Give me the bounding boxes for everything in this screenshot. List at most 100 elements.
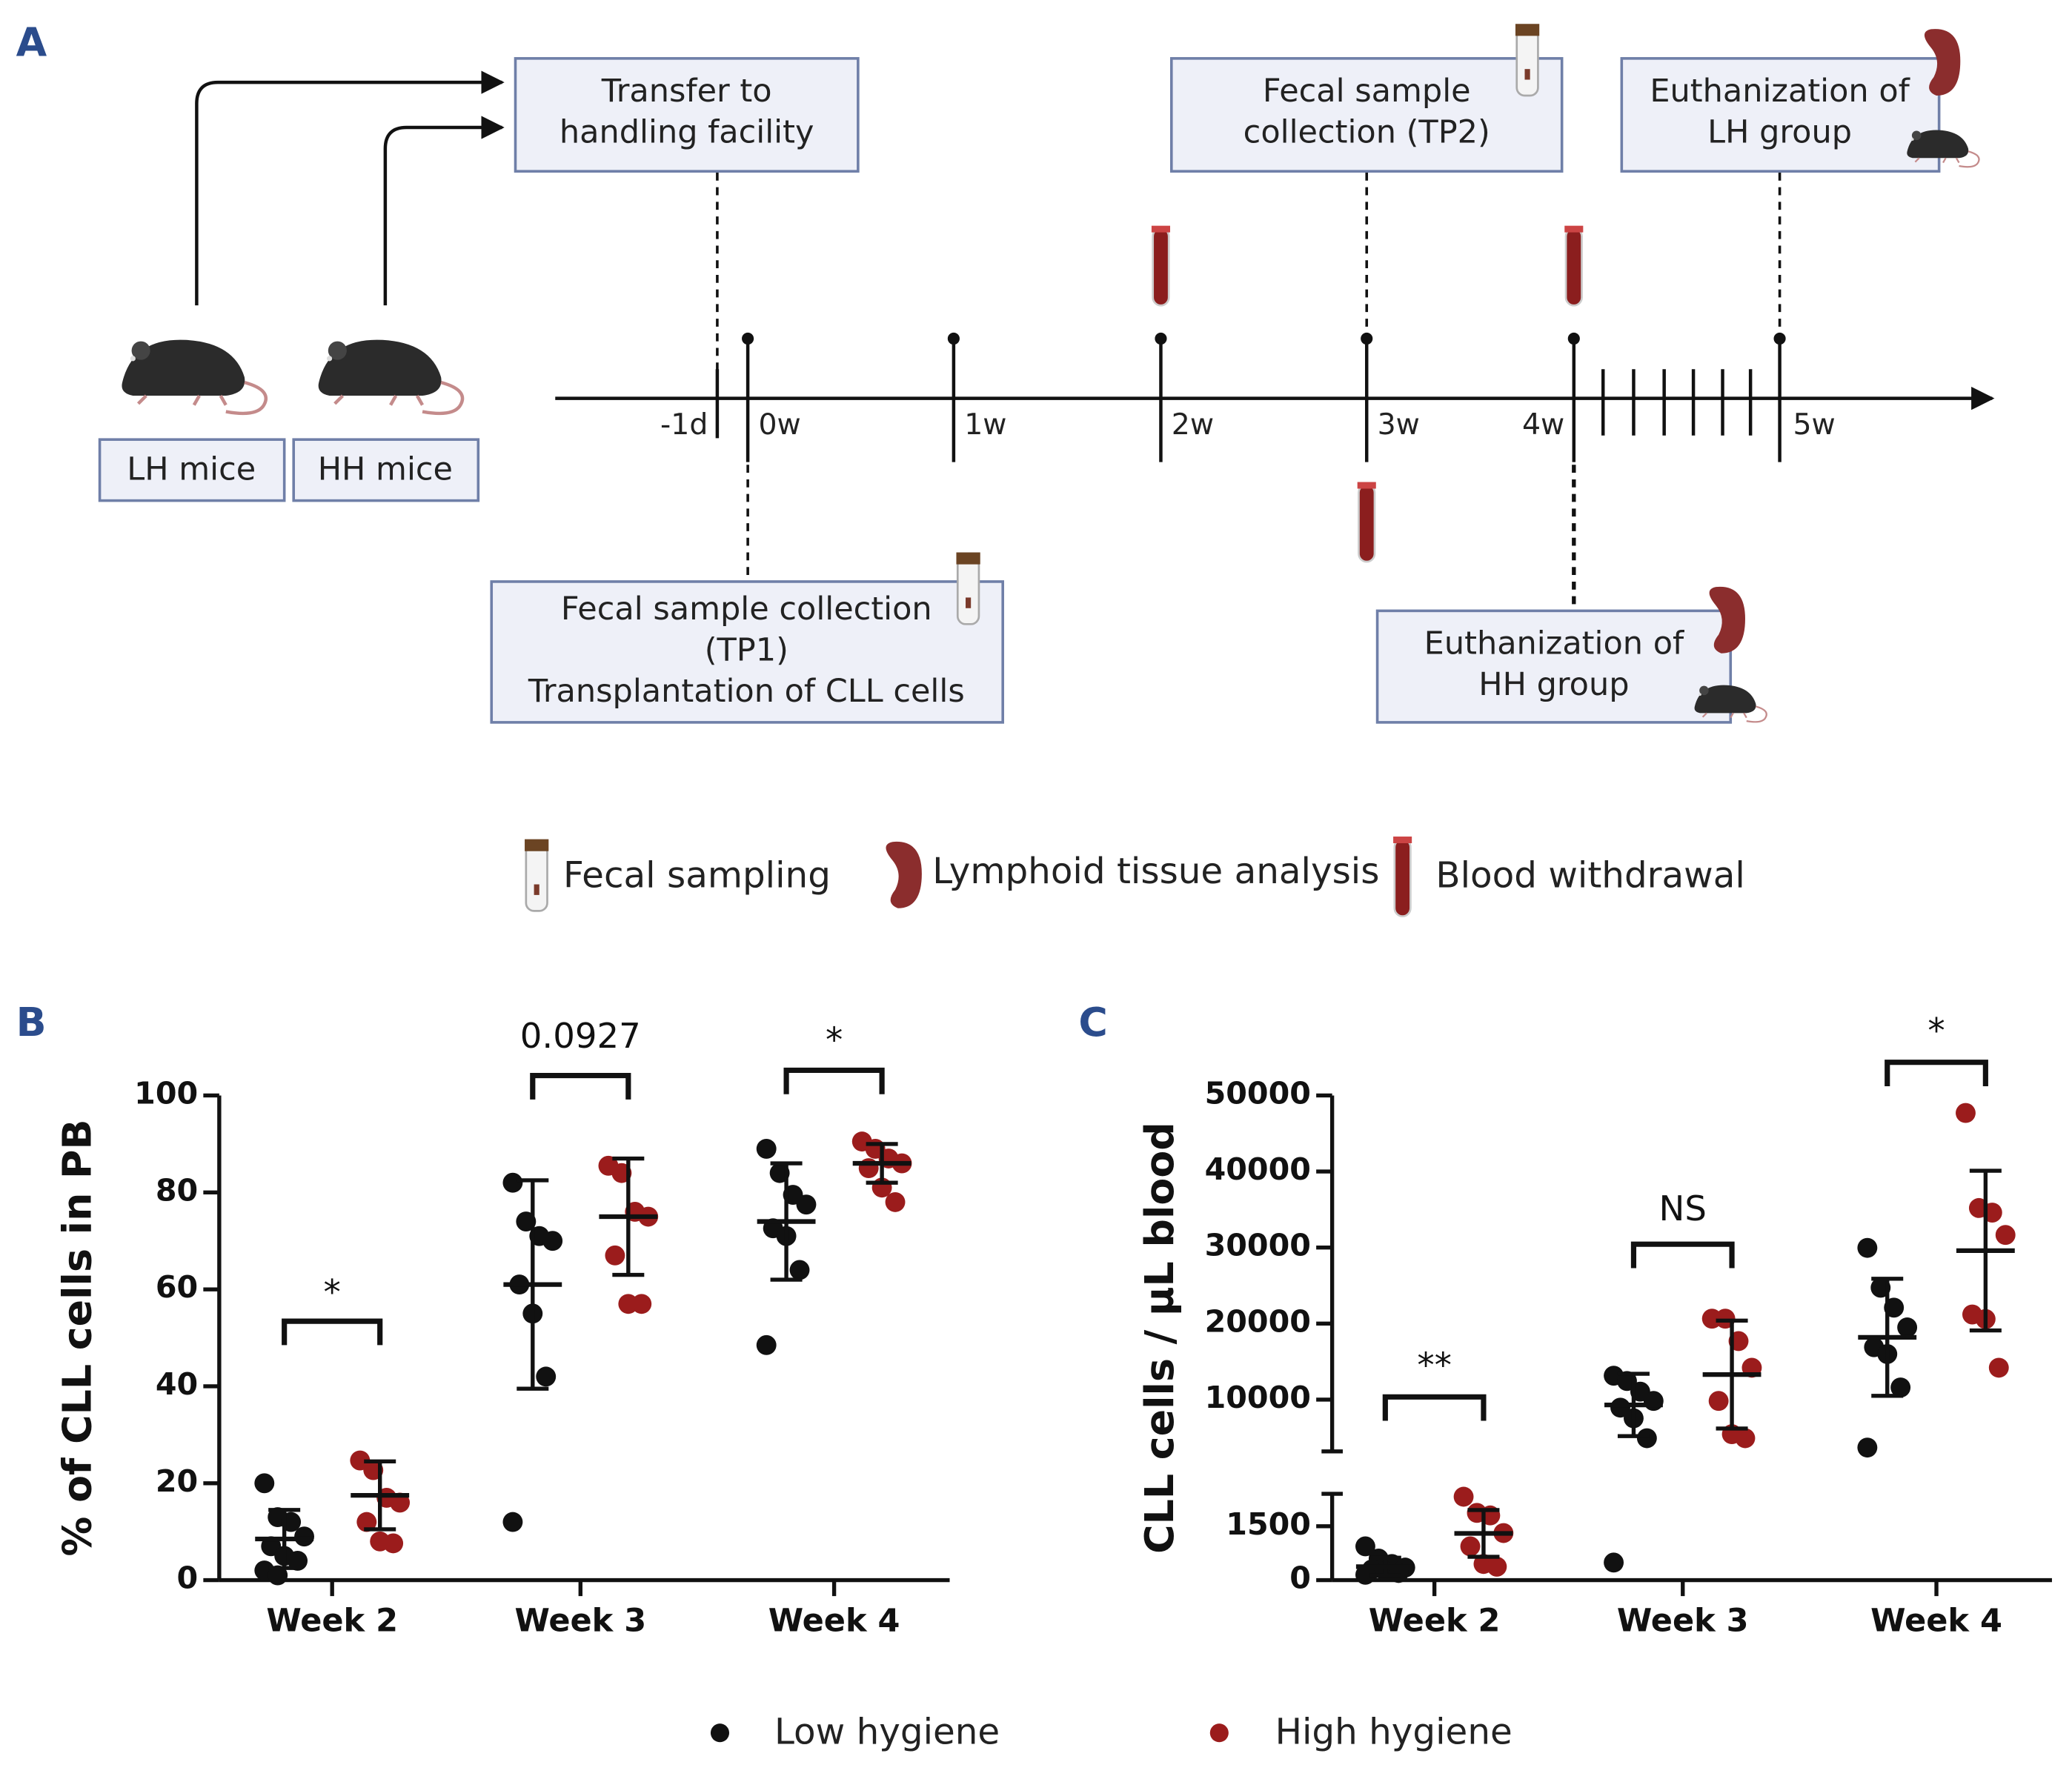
annotation: * — [826, 1020, 843, 1060]
panel-label: B — [16, 999, 47, 1045]
x-tick-label: Week 3 — [514, 1602, 646, 1639]
data-point — [383, 1533, 404, 1554]
timeline-label: 0w — [758, 408, 800, 442]
fecal-icon — [523, 838, 550, 912]
data-point — [1897, 1317, 1918, 1337]
group-label: LH mice — [127, 451, 256, 488]
y-tick-label: 100 — [134, 1075, 198, 1111]
event-box — [1620, 57, 1941, 173]
event-text: Fecal sample collection — [561, 591, 932, 628]
legend-label: Fecal sampling — [563, 855, 831, 897]
y-tick-label: 40000 — [1205, 1151, 1311, 1187]
timeline-label: 2w — [1172, 408, 1214, 442]
event-box — [1170, 57, 1564, 173]
data-point — [605, 1245, 625, 1266]
event-text: Fecal sample — [1263, 73, 1471, 110]
legend-swatch — [1209, 1723, 1229, 1743]
y-tick-label: 0 — [1289, 1560, 1311, 1596]
legend-label: Low hygiene — [774, 1711, 1000, 1752]
annotation: 0.0927 — [520, 1016, 641, 1056]
data-point — [796, 1194, 817, 1215]
blood-icon — [1150, 225, 1172, 307]
data-point — [1735, 1428, 1756, 1449]
significance-bracket — [783, 1067, 885, 1094]
x-tick-label: Week 3 — [1617, 1602, 1749, 1639]
event-text: Transfer to — [601, 73, 772, 110]
arrow — [195, 70, 505, 306]
blood-icon — [1392, 835, 1413, 917]
legend-label: High hygiene — [1275, 1711, 1513, 1752]
legend-swatch — [710, 1723, 730, 1743]
event-text: Euthanization of — [1650, 73, 1910, 110]
event-box — [514, 57, 860, 173]
spleen-icon — [886, 841, 922, 908]
data-point — [1355, 1536, 1375, 1557]
significance-bracket — [1630, 1241, 1735, 1269]
x-tick-label: Week 2 — [266, 1602, 398, 1639]
data-point — [631, 1294, 652, 1314]
y-tick-label: 60 — [156, 1269, 198, 1305]
group-label: HH mice — [318, 451, 453, 488]
data-point — [1460, 1536, 1481, 1557]
timeline-label: 3w — [1378, 408, 1420, 442]
group-box — [98, 438, 286, 502]
data-point — [542, 1231, 563, 1251]
event-text: LH group — [1707, 114, 1852, 151]
timeline-label: 5w — [1793, 408, 1835, 442]
data-point — [1890, 1377, 1911, 1398]
data-point — [1643, 1391, 1664, 1412]
data-point — [1355, 1564, 1375, 1585]
data-point — [502, 1512, 523, 1532]
mouse-icon — [122, 340, 265, 413]
timeline-label: -1d — [660, 408, 708, 442]
data-point — [536, 1366, 557, 1387]
y-tick-label: 20 — [156, 1463, 198, 1499]
data-point — [789, 1260, 810, 1280]
y-tick-label: 10000 — [1205, 1380, 1311, 1415]
panel-label: C — [1078, 999, 1107, 1045]
data-point — [1453, 1486, 1474, 1507]
blood-icon — [1356, 481, 1378, 563]
fecal-icon — [1514, 22, 1541, 97]
y-axis-label: % of CLL cells in PB — [53, 1120, 100, 1557]
annotation: * — [1927, 1011, 1945, 1051]
data-point — [294, 1526, 314, 1547]
event-text: Euthanization of — [1424, 625, 1684, 662]
data-point — [1956, 1103, 1976, 1123]
timeline-label: 1w — [964, 408, 1006, 442]
y-tick-label: 30000 — [1205, 1228, 1311, 1263]
fecal-icon — [955, 551, 982, 625]
y-axis-label: CLL cells / µL blood — [1136, 1122, 1183, 1554]
event-box — [490, 580, 1004, 724]
y-tick-label: 0 — [177, 1560, 199, 1596]
data-point — [1636, 1428, 1657, 1449]
event-text: handling facility — [559, 114, 814, 151]
significance-bracket — [282, 1318, 383, 1346]
timeline-ticks — [715, 338, 1782, 462]
timeline-label: 4w — [1522, 408, 1564, 442]
data-point — [268, 1565, 288, 1586]
event-text: Transplantation of CLL cells — [528, 673, 965, 710]
data-point — [1995, 1225, 2016, 1246]
annotation: * — [324, 1272, 341, 1312]
arrow — [383, 116, 505, 306]
data-point — [1857, 1237, 1878, 1258]
data-point — [1708, 1391, 1729, 1412]
event-box — [1375, 609, 1733, 724]
data-point — [1604, 1552, 1624, 1573]
data-point — [756, 1138, 777, 1159]
annotation: NS — [1659, 1188, 1707, 1229]
blood-icon — [1563, 225, 1584, 307]
legend-label: Lymphoid tissue analysis — [932, 851, 1379, 892]
data-point — [885, 1191, 906, 1212]
x-tick-label: Week 2 — [1369, 1602, 1501, 1639]
event-text: collection (TP2) — [1243, 114, 1490, 151]
x-tick-label: Week 4 — [1870, 1602, 2002, 1639]
data-point — [254, 1473, 275, 1494]
data-point — [288, 1550, 308, 1571]
timeline-diagram: A LH mice HH mice -1d 0w 1w 2w 3w 4w 5w … — [16, 19, 1995, 917]
significance-bracket — [530, 1073, 631, 1100]
data-point — [1988, 1357, 2009, 1378]
annotation: ** — [1417, 1345, 1452, 1385]
data-point — [502, 1172, 523, 1193]
